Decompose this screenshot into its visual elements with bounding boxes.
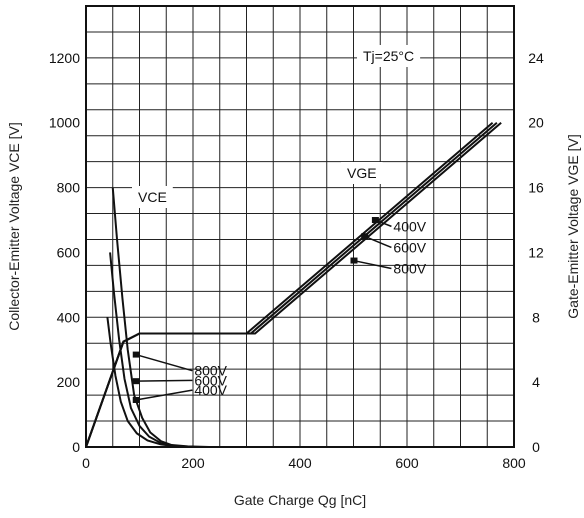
y2-tick-label: 20: [528, 115, 544, 131]
y2-tick-label: 24: [528, 50, 544, 66]
vge-line-800v: [85, 121, 502, 448]
y-tick-label: 1200: [49, 50, 80, 66]
y-tick-label: 1000: [49, 115, 80, 131]
vge-label-box: VGE: [341, 162, 383, 184]
y2-axis-title: Gate-Emitter Voltage VGE [V]: [565, 134, 581, 318]
annotation-marker: [132, 378, 140, 385]
annotation-marker: [132, 351, 140, 358]
y2-tick-label: 16: [528, 180, 544, 196]
vge-label: VGE: [347, 165, 377, 181]
y2-tick-label: 8: [532, 309, 540, 325]
y-tick-label: 200: [57, 374, 81, 390]
vce-label-box: VCE: [132, 186, 173, 208]
annotation-leader: [135, 389, 193, 401]
y2-tick-label: 12: [528, 244, 544, 260]
annotation-label: 600V: [194, 372, 227, 388]
y2-tick-label: 0: [532, 439, 540, 455]
x-tick-label: 600: [395, 455, 419, 471]
y-tick-label: 400: [57, 309, 81, 325]
series-lines: [85, 121, 514, 448]
y-axis-title: Collector-Emitter Voltage VCE [V]: [6, 122, 22, 331]
annotation-label: 600V: [393, 239, 426, 255]
annotation-label: 800V: [194, 363, 227, 379]
annotation-leader: [135, 379, 193, 382]
annotation-label: 800V: [393, 261, 426, 277]
y-tick-label: 600: [57, 244, 81, 260]
grid: [86, 6, 514, 447]
annotation-marker: [361, 233, 369, 240]
vce-label: VCE: [138, 189, 167, 205]
condition-label: Tj=25°C: [363, 48, 414, 64]
y-tick-label: 800: [57, 180, 81, 196]
annotation-leader: [363, 235, 392, 249]
vce-line-400v: [106, 317, 514, 448]
y2-tick-labels: 0 4 8 12 16 20 24: [528, 50, 544, 455]
annotation-marker: [350, 257, 358, 264]
annotation-leader: [353, 259, 392, 270]
annotation-label: 400V: [194, 382, 227, 398]
annotation-marker: [132, 396, 140, 403]
x-axis-title: Gate Charge Qg [nC]: [234, 492, 366, 508]
annotation-marker: [371, 217, 379, 224]
annotation-label: 400V: [393, 218, 426, 234]
y2-tick-label: 4: [532, 374, 540, 390]
y-tick-label: 0: [72, 439, 80, 455]
x-tick-label: 800: [502, 455, 526, 471]
x-tick-label: 0: [82, 455, 90, 471]
x-tick-label: 200: [181, 455, 205, 471]
condition-box: Tj=25°C: [357, 45, 421, 67]
x-tick-labels: 0 200 400 600 800: [82, 455, 526, 471]
y-tick-labels: 0 200 400 600 800 1000 1200: [49, 50, 80, 455]
annotation-leader: [135, 353, 193, 372]
x-tick-label: 400: [288, 455, 312, 471]
